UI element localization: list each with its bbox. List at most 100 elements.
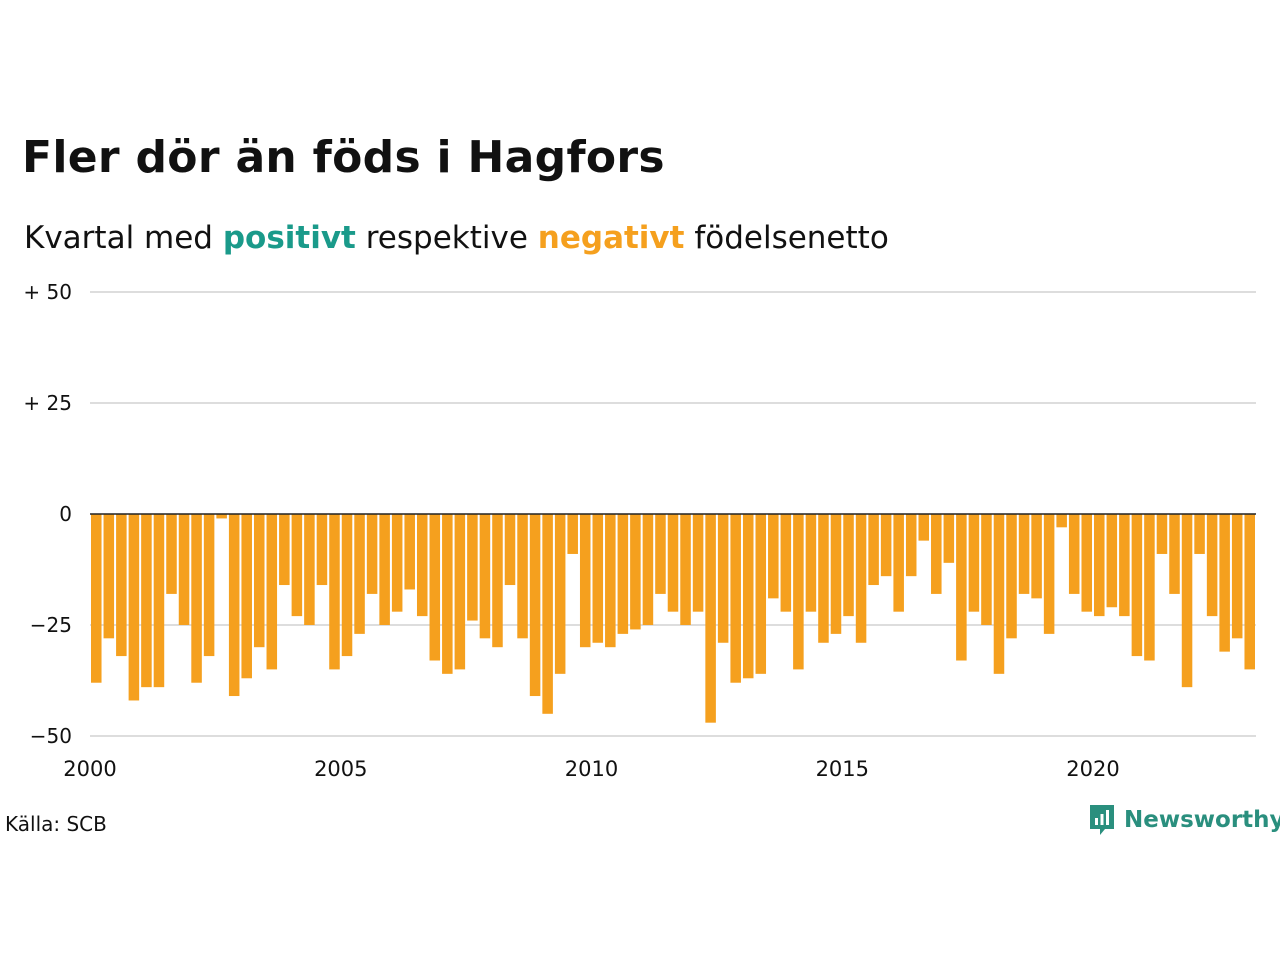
bar (442, 514, 453, 674)
bar (253, 514, 265, 648)
bar (717, 514, 729, 643)
bar (993, 514, 1005, 674)
newsworthy-logo-icon (1090, 805, 1114, 835)
bar (768, 514, 779, 599)
bar (705, 514, 716, 723)
bar (492, 514, 503, 648)
bar (228, 514, 240, 697)
bar (567, 514, 578, 554)
bar (1106, 514, 1118, 608)
bar (617, 514, 629, 634)
bar (592, 514, 604, 643)
bar (730, 514, 741, 683)
x-tick-label: 2000 (63, 757, 116, 781)
y-tick-label: −25 (30, 613, 72, 637)
bar (291, 514, 303, 617)
bar (1156, 514, 1168, 554)
bar (642, 514, 654, 625)
bar (141, 514, 152, 688)
bar (830, 514, 842, 634)
bar (943, 514, 955, 563)
bar (893, 514, 904, 612)
bar (416, 514, 428, 617)
bar (1194, 514, 1205, 554)
bar (341, 514, 353, 657)
bar (1169, 514, 1180, 594)
bar (579, 514, 591, 648)
bar (1018, 514, 1030, 594)
bar (931, 514, 942, 594)
bar (1206, 514, 1218, 617)
bar (216, 514, 227, 519)
bar (793, 514, 804, 670)
bar-chart: + 50 + 25 0 −25 −50 2000 2005 2010 2015 2020 (23, 280, 1256, 781)
x-tick-label: 2015 (816, 757, 869, 781)
bar (1081, 514, 1093, 612)
bar (1231, 514, 1243, 639)
bar (178, 514, 190, 625)
bar (542, 514, 553, 714)
bar (1181, 514, 1193, 688)
bars (91, 514, 1255, 723)
bar (855, 514, 867, 643)
bar (379, 514, 390, 625)
bar (805, 514, 817, 612)
y-axis-ticks: + 50 + 25 0 −25 −50 (23, 280, 72, 748)
bar (630, 514, 641, 630)
bar (366, 514, 378, 594)
bar (517, 514, 528, 639)
bar (103, 514, 115, 639)
bar (128, 514, 140, 701)
bar (880, 514, 892, 577)
brand-name: Newsworthy (1124, 807, 1280, 833)
bar (429, 514, 441, 661)
y-tick-label: + 50 (23, 280, 72, 304)
subtitle-middle: respektive (355, 220, 538, 256)
bar (956, 514, 967, 661)
bar (742, 514, 754, 679)
bar (279, 514, 290, 586)
y-tick-label: −50 (30, 724, 72, 748)
bar (918, 514, 930, 541)
subtitle-positive: positivt (222, 220, 356, 256)
bar (968, 514, 980, 612)
bar (329, 514, 340, 670)
bar (605, 514, 616, 648)
bar (1006, 514, 1017, 639)
bar (843, 514, 854, 617)
newsworthy-logo: Newsworthy (1088, 803, 1280, 837)
source-note: Källa: SCB (5, 812, 107, 836)
bar (1219, 514, 1230, 652)
bar (680, 514, 691, 625)
bar (905, 514, 917, 577)
y-tick-label: 0 (59, 502, 72, 526)
bar (316, 514, 328, 586)
bar (391, 514, 403, 612)
gridlines (90, 291, 1256, 737)
chart-title: Fler dör än föds i Hagfors (22, 132, 665, 183)
x-tick-label: 2005 (314, 757, 367, 781)
bar (304, 514, 315, 625)
bar (91, 514, 102, 683)
bar (755, 514, 767, 674)
bar (529, 514, 541, 697)
bar (116, 514, 127, 657)
bar (266, 514, 278, 670)
bar (1031, 514, 1042, 599)
subtitle-negative: negativt (537, 220, 685, 256)
bar (354, 514, 365, 634)
bar (404, 514, 415, 590)
bar (467, 514, 478, 621)
bar (981, 514, 992, 625)
bar (667, 514, 679, 612)
bar (1119, 514, 1130, 617)
bar (1244, 514, 1255, 670)
bar (780, 514, 792, 612)
bar (818, 514, 829, 643)
x-axis-ticks: 2000 2005 2010 2015 2020 (63, 757, 1119, 781)
chart-subtitle: Kvartal med positivt respektive negativt… (24, 220, 889, 256)
bar (504, 514, 516, 586)
x-tick-label: 2010 (565, 757, 618, 781)
bar (191, 514, 202, 683)
bar (166, 514, 177, 594)
